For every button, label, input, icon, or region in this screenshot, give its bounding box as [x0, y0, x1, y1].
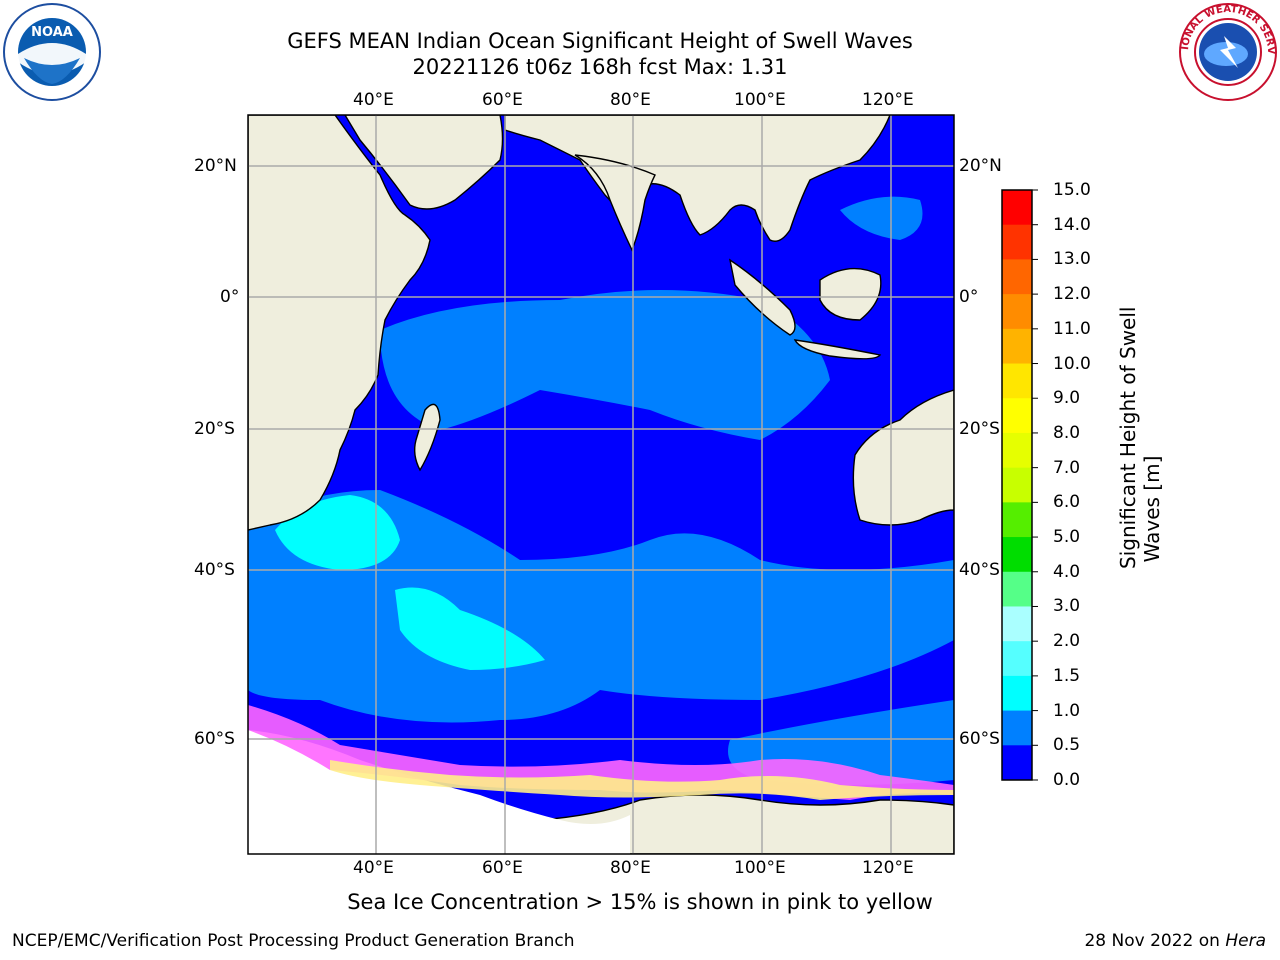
australia-land [852, 389, 954, 526]
swell-zone-0.5m-south [248, 490, 954, 723]
colorbar-tick-label: 7.0 [1053, 457, 1081, 478]
lat-label-left-0: 0° [220, 287, 240, 307]
colorbar-segment [1002, 537, 1032, 573]
colorbar-tick-label: 1.0 [1053, 700, 1081, 721]
swell-zone-1m-west [275, 495, 400, 570]
colorbar-tick-label: 4.0 [1053, 561, 1081, 582]
colorbar [1001, 189, 1038, 781]
colorbar-segment [1002, 675, 1032, 712]
map-plot-area [248, 115, 954, 854]
lon-label-top-120e: 120°E [862, 90, 914, 110]
colorbar-tick-label: 0.5 [1053, 735, 1081, 756]
colorbar-segment [1002, 294, 1032, 330]
colorbar-tick-label: 12.0 [1053, 284, 1091, 305]
lat-label-left-60s: 60°S [194, 729, 235, 749]
lat-label-left-20s: 20°S [194, 419, 235, 439]
colorbar-segment [1002, 606, 1032, 642]
colorbar-tick-label: 8.0 [1053, 422, 1081, 443]
footer-date: 28 Nov 2022 on Hera [1084, 931, 1266, 951]
lon-label-bottom-40e: 40°E [353, 858, 394, 878]
map-frame [247, 114, 955, 855]
lon-label-bottom-120e: 120°E [862, 858, 914, 878]
swell-zone-0.5m-east [380, 290, 830, 440]
colorbar-tick-label: 14.0 [1053, 214, 1091, 235]
colorbar-segment [1002, 363, 1032, 399]
sea-ice-caption: Sea Ice Concentration > 15% is shown in … [347, 890, 933, 914]
colorbar-tick-label: 11.0 [1053, 318, 1091, 339]
colorbar-segment [1002, 259, 1032, 295]
colorbar-segment [1002, 502, 1032, 538]
map-title: GEFS MEAN Indian Ocean Significant Heigh… [287, 29, 913, 53]
lat-label-right-20s: 20°S [959, 419, 1000, 439]
swell-zone-0.5m-bay [840, 196, 923, 240]
colorbar-segment [1002, 432, 1032, 469]
colorbar-segment [1002, 571, 1032, 607]
borneo-land [819, 267, 882, 321]
india-land [574, 154, 656, 252]
lon-label-top-100e: 100°E [734, 90, 786, 110]
footer-host: Hera [1225, 931, 1266, 951]
colorbar-segment [1002, 710, 1032, 746]
colorbar-tick-label: 1.5 [1053, 665, 1081, 686]
colorbar-segment [1002, 328, 1032, 365]
colorbar-segment [1002, 398, 1032, 434]
lat-label-right-20n: 20°N [959, 156, 1002, 176]
colorbar-tick-label: 9.0 [1053, 388, 1081, 409]
noaa-logo: NOAA [3, 3, 101, 101]
madagascar-land [413, 403, 441, 472]
swell-zone-1m-central [395, 587, 545, 670]
lat-label-left-20n: 20°N [194, 156, 237, 176]
colorbar-tick-label: 10.0 [1053, 353, 1091, 374]
colorbar-label-line2: Waves [m] [1140, 455, 1164, 563]
colorbar-segment [1002, 467, 1032, 503]
lat-label-left-40s: 40°S [194, 560, 235, 580]
java-land [793, 339, 882, 360]
colorbar-frame [1001, 189, 1033, 781]
colorbar-segment [1002, 641, 1032, 677]
colorbar-tick-label: 6.0 [1053, 492, 1081, 513]
colorbar-tick-label: 3.0 [1053, 596, 1081, 617]
africa-land [248, 115, 431, 531]
lat-label-right-0: 0° [959, 287, 979, 307]
lon-label-top-80e: 80°E [610, 90, 651, 110]
lon-label-top-60e: 60°E [482, 90, 523, 110]
footer-branch: NCEP/EMC/Verification Post Processing Pr… [12, 931, 575, 951]
colorbar-tick-label: 2.0 [1053, 631, 1081, 652]
colorbar-tick-label: 15.0 [1053, 180, 1091, 200]
arabia-land [344, 115, 504, 210]
lon-label-bottom-100e: 100°E [734, 858, 786, 878]
lat-label-right-60s: 60°S [959, 729, 1000, 749]
lat-label-right-40s: 40°S [959, 560, 1000, 580]
colorbar-label: Significant Height of Swell Waves [m] [1116, 306, 1164, 569]
colorbar-segment [1002, 745, 1032, 781]
nws-logo: NATIONAL WEATHER SERVICE [1178, 2, 1277, 101]
map-subtitle: 20221126 t06z 168h fcst Max: 1.31 [412, 55, 788, 79]
colorbar-tick-label: 0.0 [1053, 770, 1081, 790]
lon-label-top-40e: 40°E [353, 90, 394, 110]
lon-label-bottom-80e: 80°E [610, 858, 651, 878]
svg-text:NOAA: NOAA [31, 25, 73, 40]
lon-label-bottom-60e: 60°E [482, 858, 523, 878]
colorbar-segment [1002, 190, 1032, 226]
footer-date-text: 28 Nov 2022 on [1084, 931, 1226, 951]
colorbar-label-line1: Significant Height of Swell [1116, 306, 1140, 569]
graticule [248, 115, 954, 854]
colorbar-tick-label: 5.0 [1053, 527, 1081, 548]
colorbar-tick-label: 13.0 [1053, 249, 1091, 270]
sea-ice-yellow [330, 760, 954, 800]
colorbar-segment [1002, 224, 1032, 260]
